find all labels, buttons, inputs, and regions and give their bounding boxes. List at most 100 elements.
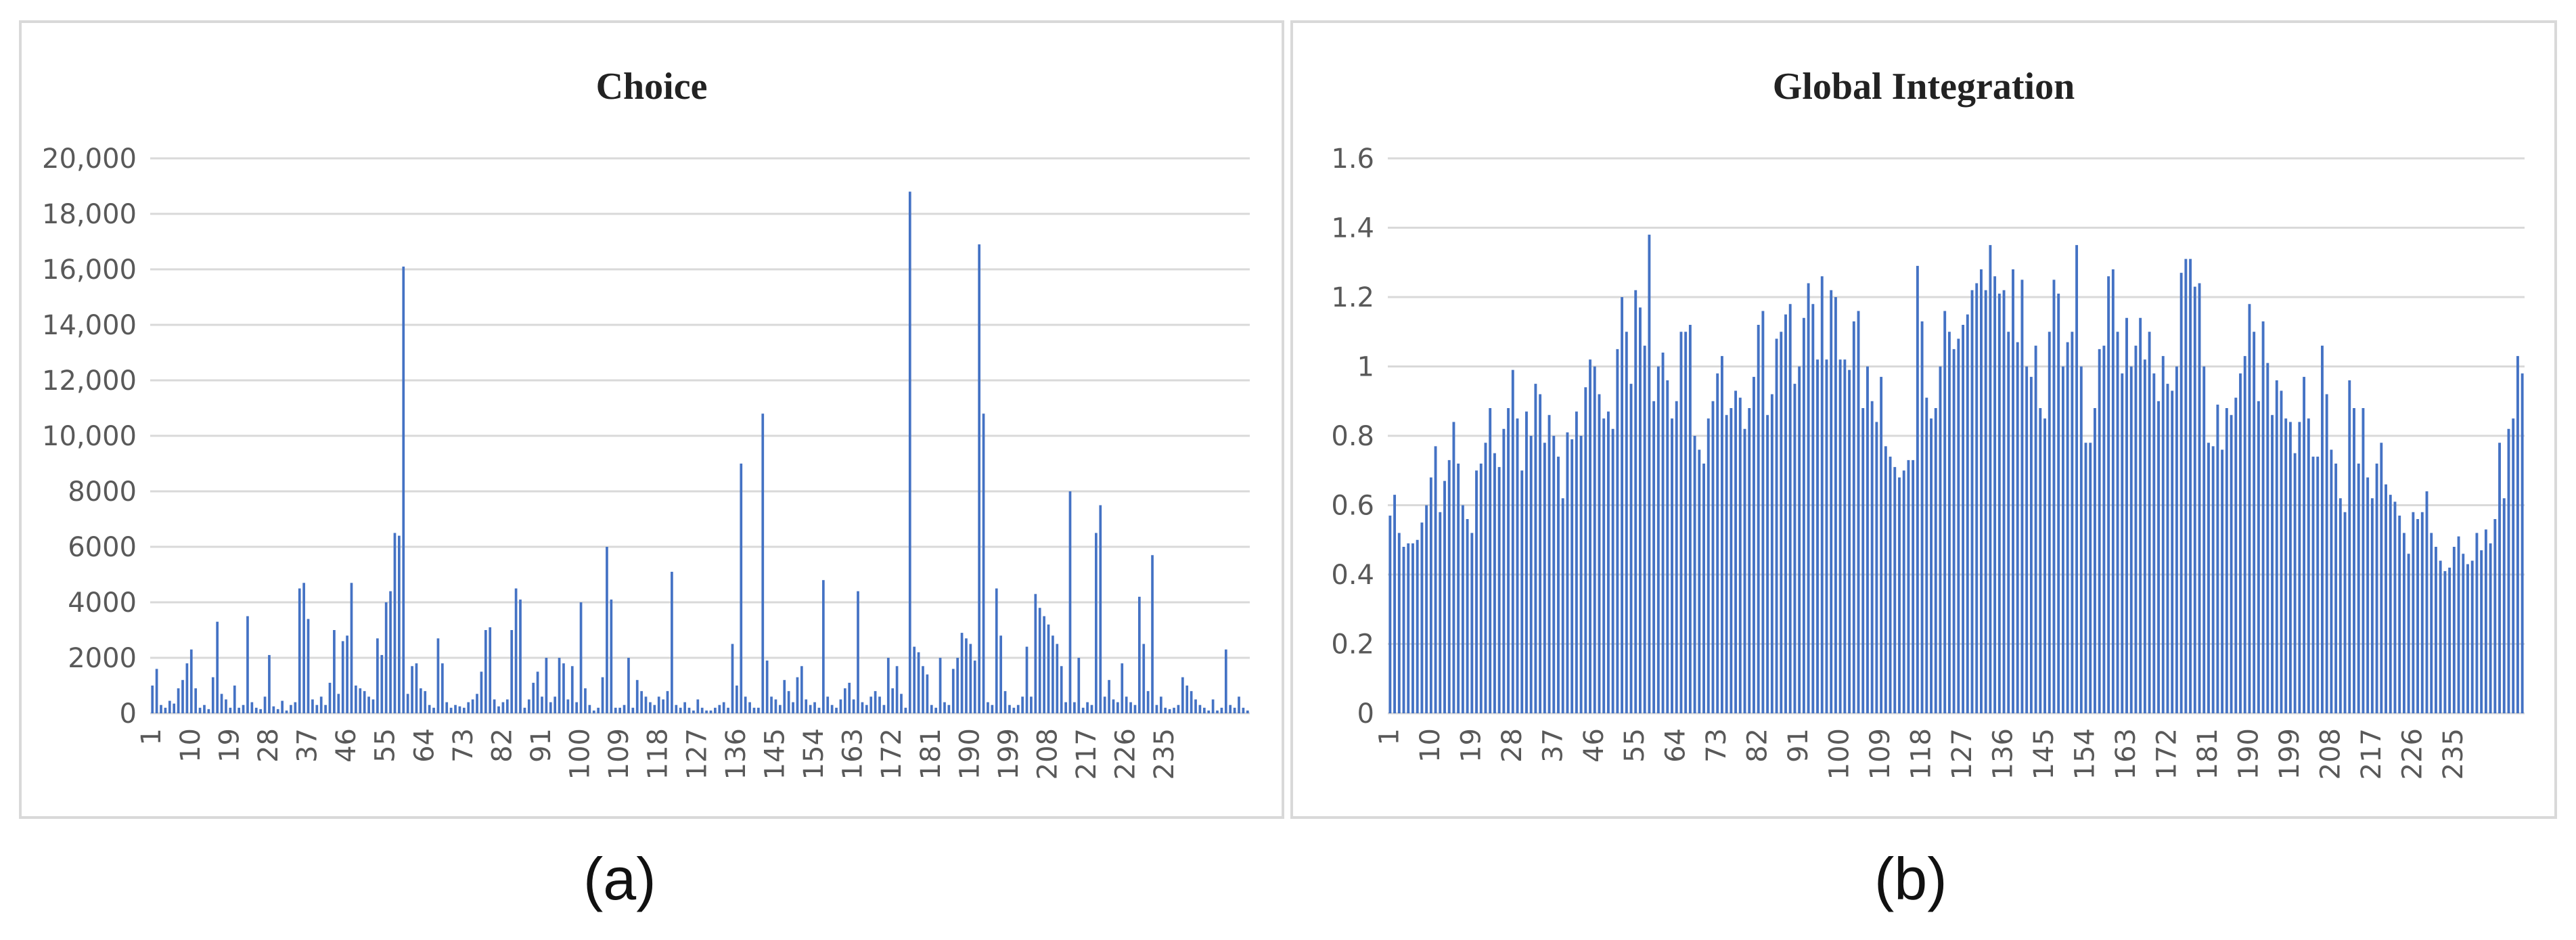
bar [1420,522,1424,713]
bar [939,658,942,713]
bar [307,619,310,713]
bar [1557,456,1560,713]
bar [1164,707,1167,713]
bar [276,709,279,713]
bar [1497,467,1501,713]
bar [2211,446,2215,713]
x-tick-label: 64 [409,728,440,763]
bar [350,583,353,713]
bar [1173,707,1175,713]
bar [440,663,444,713]
bar [1181,677,1184,713]
bar [731,644,734,713]
bar [519,599,522,713]
bar [1830,290,1833,713]
bar [1916,265,1919,713]
bar [1068,491,1072,713]
bar [319,696,323,713]
y-tick-label: 6000 [68,532,137,563]
bar [263,696,267,713]
bar [324,704,327,713]
bar [1047,624,1050,713]
bar [523,707,526,713]
bar [2148,332,2151,713]
bar [722,702,725,713]
bar [2425,491,2428,713]
bar [2521,373,2524,713]
bar [1003,691,1007,713]
bar [1816,359,1819,713]
bar [1820,276,1824,713]
bar [2261,321,2265,713]
bar [696,699,700,713]
bar [1030,696,1033,713]
bar [419,688,422,713]
bar [411,666,413,713]
bar [359,688,362,713]
choice-chart-panel: Choice 0 2000 4000 6000 8000 10,000 12,000 14,0… [19,20,1284,819]
bar [2025,366,2029,713]
choice-chart: 0 2000 4000 6000 8000 10,000 12,000 14,000 16,00… [42,143,1250,780]
bar [930,704,933,713]
bar [2353,408,2355,713]
bar [575,702,579,713]
x-tick-label: 109 [1865,728,1896,780]
bar [830,704,834,713]
bar [536,671,539,713]
x-tick-label: 226 [1110,728,1142,780]
x-tick-label: 82 [1742,728,1773,763]
bar [2089,443,2092,713]
bar [2143,359,2146,713]
bar [436,638,440,713]
x-tick-label: 55 [370,728,401,763]
bar [428,704,431,713]
bar [1138,596,1141,713]
bar [1502,428,1506,713]
bar [809,704,812,713]
y-tick-label: 14,000 [42,310,137,341]
bar [445,702,449,713]
bar [727,707,729,713]
bar [493,699,496,713]
bar [657,696,660,713]
bar [2061,366,2064,713]
bar [1584,387,1587,713]
bar [995,588,998,713]
x-tick-label: 109 [604,728,635,780]
bar [1575,411,1578,713]
bar [1947,332,1951,713]
y-tick-label: 1.6 [1331,143,1374,175]
bar [1095,533,1098,713]
bar [1952,349,1956,713]
bar [1912,460,1915,713]
bar [861,702,864,713]
bar [216,621,219,713]
x-tick-label: 145 [759,728,790,780]
bar [865,704,868,713]
bar [225,699,227,713]
x-tick-label: 154 [2070,728,2101,780]
bar [1103,696,1106,713]
bar [1484,443,1487,713]
bar [415,663,418,713]
bar [1648,234,1651,713]
x-tick-label: 145 [2029,728,2060,780]
bar [597,707,600,713]
bar [904,707,907,713]
bar [1880,376,1883,713]
bar [740,464,743,713]
bar [1884,446,1887,713]
bar [1229,704,1232,713]
x-tick-label: 55 [1619,728,1650,763]
bar [2288,422,2292,713]
bar [2466,564,2469,713]
x-tick-label: 172 [2151,728,2182,780]
bar [1121,663,1124,713]
bar [2293,453,2297,713]
bar [606,547,608,713]
bar [449,707,453,713]
bar [458,706,461,713]
bar [2366,477,2370,713]
bar [2152,373,2156,713]
bar [2498,443,2501,713]
